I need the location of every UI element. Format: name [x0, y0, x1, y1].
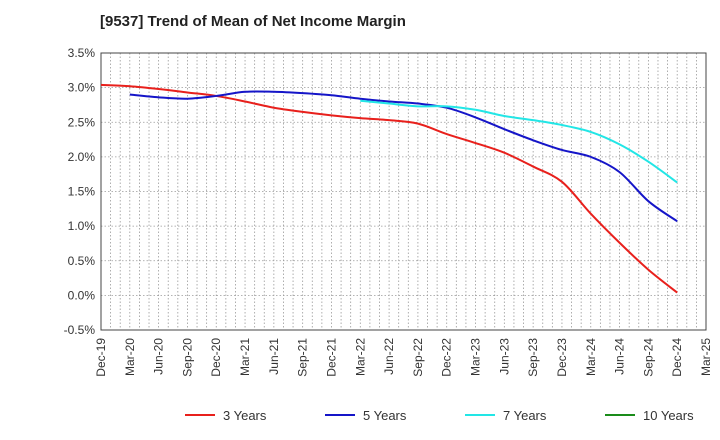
x-tick-label: Dec-22: [440, 338, 454, 377]
x-tick-label: Sep-24: [641, 338, 655, 377]
x-tick-label: Mar-24: [584, 338, 598, 376]
x-tick-label: Jun-23: [497, 338, 511, 375]
x-tick-label: Jun-24: [613, 338, 627, 375]
y-tick-label: 2.0%: [68, 150, 96, 164]
series-line-7-years: [360, 99, 678, 184]
x-tick-label: Dec-20: [209, 338, 223, 377]
x-tick-label: Jun-21: [267, 338, 281, 375]
series-lines: [100, 83, 678, 294]
plot-area: [100, 52, 707, 331]
y-tick-label: -0.5%: [64, 323, 96, 337]
y-tick-label: 2.5%: [68, 115, 96, 129]
legend-label-7-years: 7 Years: [503, 408, 547, 423]
y-tick-label: 3.0%: [68, 81, 96, 95]
series-line-3-years: [100, 83, 678, 294]
x-tick-label: Mar-20: [123, 338, 137, 376]
x-tick-label: Jun-20: [152, 338, 166, 375]
x-tick-label: Dec-21: [324, 338, 338, 377]
x-tick-label: Sep-23: [526, 338, 540, 377]
legend: 3 Years 5 Years 7 Years 10 Years: [185, 408, 694, 423]
x-tick-label: Mar-22: [353, 338, 367, 376]
x-tick-label: Dec-23: [555, 338, 569, 377]
y-axis: 3.5% 3.0% 2.5% 2.0% 1.5% 1.0% 0.5% 0.0% -0.5%: [64, 46, 96, 337]
legend-label-10-years: 10 Years: [643, 408, 694, 423]
x-tick-label: Dec-24: [670, 338, 684, 377]
y-tick-label: 1.5%: [68, 185, 96, 199]
y-tick-label: 0.0%: [68, 288, 96, 302]
legend-label-3-years: 3 Years: [223, 408, 267, 423]
y-tick-label: 3.5%: [68, 46, 96, 60]
series-line-5-years: [129, 90, 678, 223]
grid: [101, 53, 706, 330]
x-tick-label: Jun-22: [382, 338, 396, 375]
x-tick-label: Dec-19: [94, 338, 108, 377]
x-tick-label: Mar-23: [469, 338, 483, 376]
y-tick-label: 1.0%: [68, 219, 96, 233]
x-tick-label: Mar-21: [238, 338, 252, 376]
x-tick-label: Mar-25: [699, 338, 713, 376]
legend-label-5-years: 5 Years: [363, 408, 407, 423]
chart-title: [9537] Trend of Mean of Net Income Margi…: [100, 13, 406, 30]
x-tick-label: Sep-21: [296, 338, 310, 377]
y-tick-label: 0.5%: [68, 254, 96, 268]
x-axis: Dec-19 Mar-20 Jun-20 Sep-20 Dec-20 Mar-21 Jun-…: [94, 338, 713, 377]
x-tick-label: Sep-22: [411, 338, 425, 377]
x-tick-label: Sep-20: [180, 338, 194, 377]
